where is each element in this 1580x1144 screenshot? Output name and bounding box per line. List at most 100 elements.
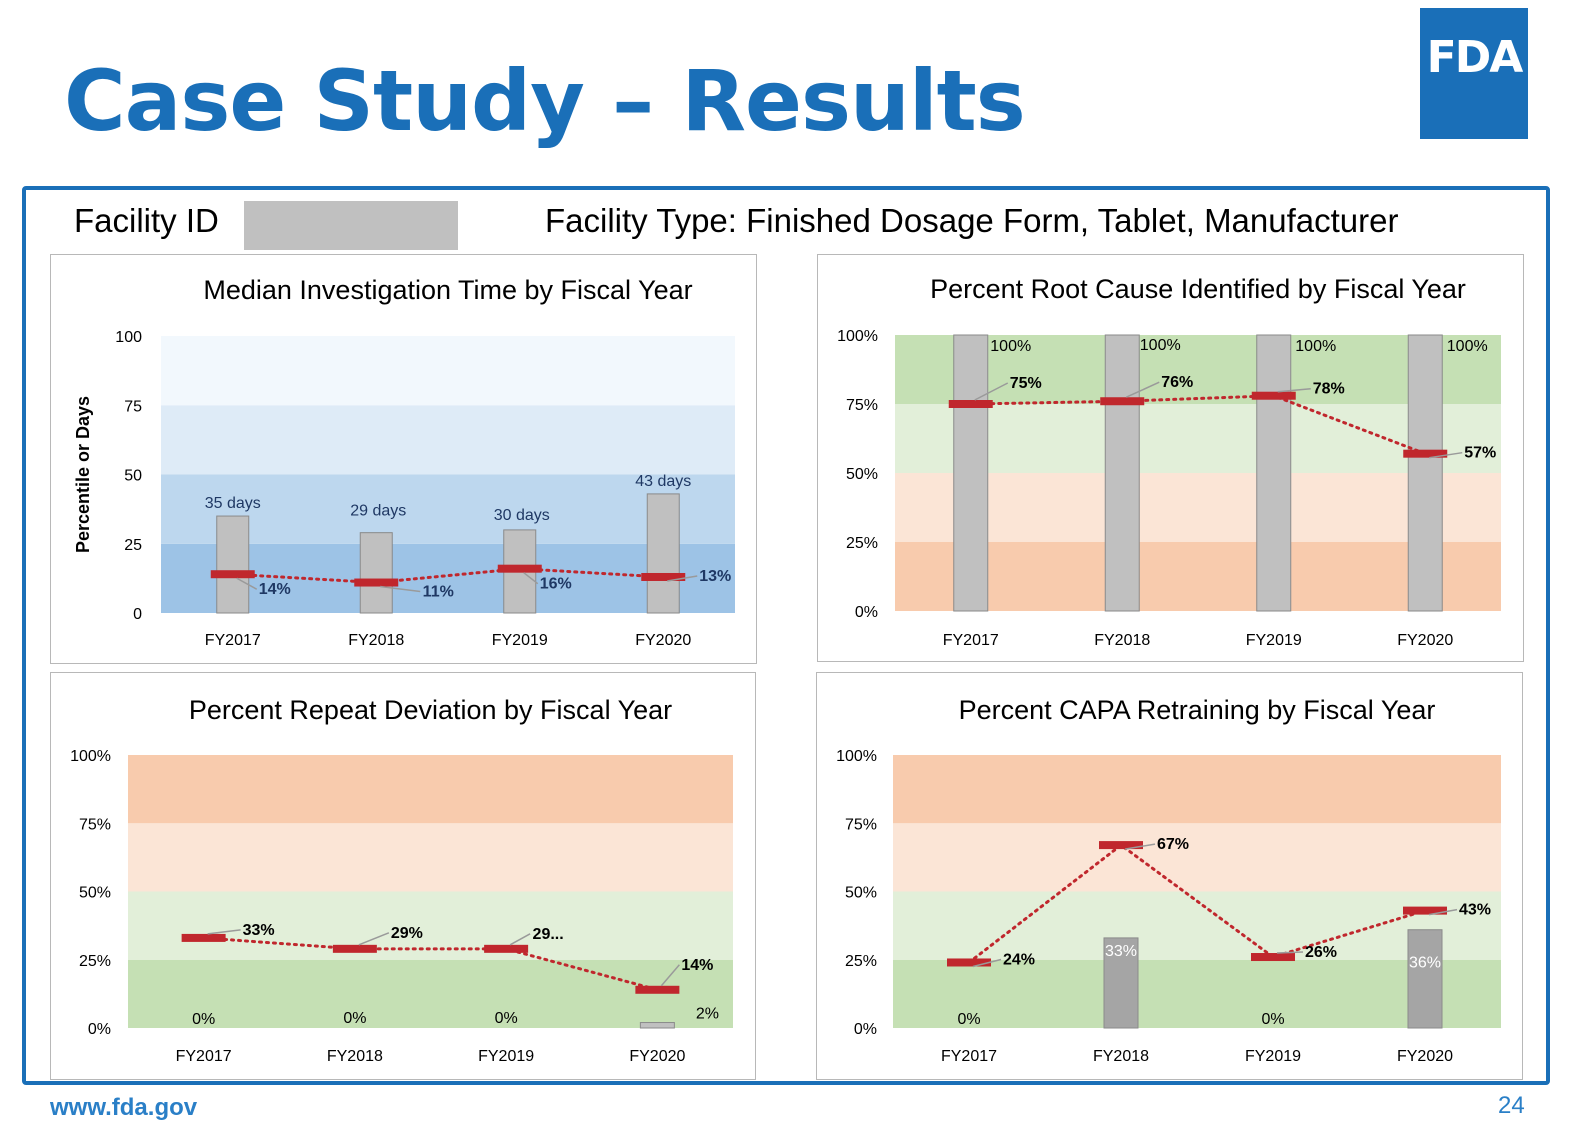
band-1 bbox=[895, 473, 1501, 542]
x-tick-label: FY2020 bbox=[1397, 1048, 1453, 1065]
line-data-label: 13% bbox=[699, 568, 731, 585]
chart-title: Percent Repeat Deviation by Fiscal Year bbox=[189, 695, 672, 725]
results-frame bbox=[22, 186, 1550, 1085]
band-0 bbox=[895, 542, 1501, 611]
chart-capa-retraining: Percent CAPA Retraining by Fiscal Year 0%… bbox=[836, 695, 1501, 1065]
bar-data-label: 100% bbox=[990, 338, 1031, 355]
bar bbox=[1104, 334, 1140, 612]
line-marker bbox=[1251, 953, 1295, 962]
series-line bbox=[231, 567, 665, 585]
y-tick-label: 100% bbox=[837, 328, 878, 345]
line-marker bbox=[635, 985, 680, 994]
line-marker bbox=[1100, 397, 1145, 406]
line-data-label: 75% bbox=[1010, 375, 1042, 392]
line-marker bbox=[1099, 841, 1143, 850]
y-tick-label: 50 bbox=[124, 468, 142, 485]
line-data-label: 76% bbox=[1161, 374, 1193, 391]
chart-root-cause: Percent Root Cause Identified by Fiscal … bbox=[837, 274, 1501, 649]
y-tick-label: 50% bbox=[845, 885, 877, 902]
line-marker bbox=[181, 933, 226, 942]
chart-panel-root-cause: Percent Root Cause Identified by Fiscal … bbox=[817, 254, 1524, 662]
label-leader bbox=[1125, 381, 1160, 398]
band-3 bbox=[161, 336, 735, 406]
label-leader bbox=[1277, 387, 1311, 393]
band-2 bbox=[161, 405, 735, 475]
label-leader bbox=[667, 575, 698, 582]
bar bbox=[216, 515, 250, 614]
bar-data-label: 0% bbox=[1261, 1011, 1284, 1028]
chart-title: Percent Root Cause Identified by Fiscal … bbox=[930, 274, 1466, 304]
fda-logo-text: FDA bbox=[1426, 32, 1524, 83]
y-tick-label: 100 bbox=[115, 329, 142, 346]
label-leader bbox=[1429, 451, 1463, 459]
chart-title: Percent CAPA Retraining by Fiscal Year bbox=[959, 695, 1436, 725]
band-2 bbox=[893, 823, 1501, 892]
y-tick-label: 0% bbox=[854, 1021, 877, 1038]
label-leader bbox=[509, 933, 531, 946]
line-data-label: 43% bbox=[1459, 902, 1491, 919]
bar-data-label: 2% bbox=[696, 1006, 719, 1023]
y-axis-label: Percentile or Days bbox=[73, 396, 93, 553]
bar-data-label: 29 days bbox=[350, 503, 406, 520]
series-line bbox=[969, 394, 1427, 456]
y-tick-label: 100% bbox=[70, 748, 111, 765]
label-leader bbox=[523, 572, 539, 585]
y-tick-label: 75% bbox=[79, 816, 111, 833]
chart-panel-repeat-deviation: Percent Repeat Deviation by Fiscal Year 0… bbox=[50, 672, 756, 1080]
line-marker bbox=[210, 570, 255, 579]
y-tick-label: 25% bbox=[79, 953, 111, 970]
chart-title: Median Investigation Time by Fiscal Year bbox=[203, 275, 692, 305]
footer-url: www.fda.gov bbox=[50, 1094, 198, 1121]
bar-data-label: 35 days bbox=[205, 495, 261, 512]
x-tick-label: FY2019 bbox=[1246, 632, 1302, 649]
line-data-label: 78% bbox=[1313, 381, 1345, 398]
bar bbox=[359, 532, 393, 614]
chart-investigation-time: Median Investigation Time by Fiscal Year… bbox=[73, 275, 735, 649]
bar-data-label: 100% bbox=[1140, 337, 1181, 354]
line-data-label: 26% bbox=[1305, 944, 1337, 961]
bar-data-label: 0% bbox=[495, 1010, 518, 1027]
bar-data-label: 100% bbox=[1447, 338, 1488, 355]
x-tick-label: FY2019 bbox=[1245, 1048, 1301, 1065]
bar-data-label: 0% bbox=[343, 1010, 366, 1027]
band-0 bbox=[893, 959, 1501, 1028]
line-data-label: 29% bbox=[391, 925, 423, 942]
label-leader bbox=[380, 585, 421, 593]
line-data-label: 11% bbox=[423, 584, 454, 601]
line-data-label: 57% bbox=[1464, 445, 1496, 462]
series-line bbox=[967, 843, 1427, 964]
line-marker bbox=[1251, 391, 1296, 400]
y-tick-label: 25% bbox=[845, 953, 877, 970]
y-tick-label: 75 bbox=[124, 398, 142, 415]
x-tick-label: FY2018 bbox=[348, 632, 404, 649]
y-tick-label: 0% bbox=[88, 1021, 111, 1038]
line-marker bbox=[948, 400, 993, 408]
bar bbox=[1256, 334, 1292, 612]
y-tick-label: 25 bbox=[124, 537, 142, 554]
slide-title: Case Study – Results bbox=[64, 52, 1026, 150]
bar bbox=[1407, 334, 1443, 612]
line-data-label: 67% bbox=[1157, 836, 1189, 853]
chart-panel-capa-retraining: Percent CAPA Retraining by Fiscal Year 0%… bbox=[816, 672, 1523, 1080]
bar bbox=[953, 334, 989, 612]
band-3 bbox=[893, 755, 1501, 824]
label-leader bbox=[1276, 951, 1304, 954]
x-tick-label: FY2018 bbox=[1093, 1048, 1149, 1065]
line-marker bbox=[641, 572, 686, 581]
line-data-label: 33% bbox=[243, 922, 275, 939]
x-tick-label: FY2019 bbox=[478, 1048, 534, 1065]
bar bbox=[646, 493, 680, 614]
bar-data-label: 0% bbox=[192, 1011, 215, 1028]
label-leader bbox=[972, 958, 1002, 968]
x-tick-label: FY2017 bbox=[941, 1048, 997, 1065]
y-tick-label: 50% bbox=[79, 885, 111, 902]
bar-data-label: 0% bbox=[957, 1011, 980, 1028]
bar-data-label: 33% bbox=[1105, 943, 1137, 960]
bar-data-label: 100% bbox=[1295, 338, 1336, 355]
y-tick-label: 75% bbox=[846, 397, 878, 414]
x-tick-label: FY2017 bbox=[205, 632, 261, 649]
x-tick-label: FY2020 bbox=[635, 632, 691, 649]
facility-id-redacted bbox=[244, 201, 458, 250]
line-marker bbox=[1403, 906, 1447, 915]
x-tick-label: FY2018 bbox=[1094, 632, 1150, 649]
